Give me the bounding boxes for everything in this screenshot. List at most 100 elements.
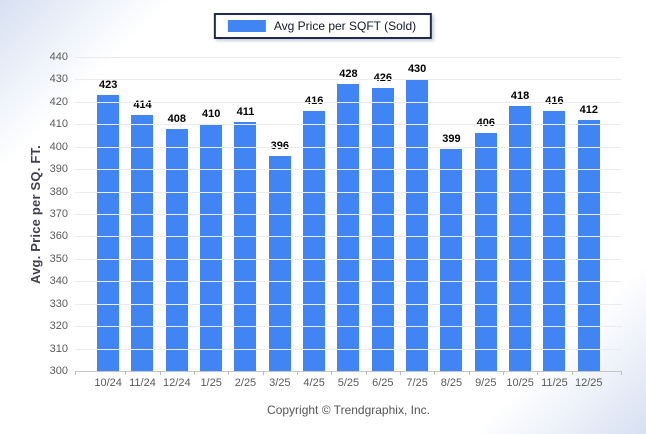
bar-slot: 412 (572, 57, 606, 371)
bar-value-label: 399 (442, 132, 461, 145)
bar-slot: 418 (503, 57, 537, 371)
x-tick-label: 3/25 (269, 377, 291, 389)
x-axis-tick (468, 371, 470, 375)
x-tick-label: 12/25 (574, 377, 603, 389)
x-tick-label: 7/25 (406, 377, 428, 389)
gridline (75, 191, 622, 193)
y-tick-label: 420 (49, 95, 68, 108)
y-tick-label: 310 (49, 342, 68, 355)
bar (474, 133, 497, 371)
y-tick-label: 400 (49, 140, 68, 153)
gridline (75, 101, 622, 103)
legend-swatch-icon (227, 20, 266, 32)
bar (577, 119, 600, 371)
bar-slot: 428 (331, 57, 365, 371)
bar-value-label: 396 (270, 139, 289, 152)
y-tick-label: 390 (49, 163, 68, 176)
gridline (75, 124, 622, 126)
legend-label: Avg Price per SQFT (Sold) (273, 19, 417, 33)
gridline (75, 348, 622, 350)
bar-slot: 408 (160, 57, 194, 371)
bar-slot: 410 (194, 57, 228, 371)
y-tick-label: 340 (49, 275, 68, 288)
bar (509, 106, 532, 371)
bar-slot: 423 (91, 57, 125, 371)
bar-slot: 396 (263, 57, 297, 371)
bar (543, 110, 566, 371)
x-axis-tick (262, 371, 264, 375)
x-tick-label: 11/25 (541, 377, 568, 389)
gridline (75, 258, 622, 260)
x-tick-label: 4/25 (303, 377, 325, 389)
gridline (75, 57, 622, 58)
bar-slot: 416 (297, 57, 331, 371)
gridline (75, 303, 622, 305)
x-axis-tick (365, 371, 367, 375)
bar-value-label: 416 (304, 94, 324, 107)
x-axis-tick (297, 371, 298, 375)
y-tick-label: 330 (49, 297, 68, 310)
y-tick-label: 440 (49, 51, 68, 63)
bar-value-label: 411 (236, 106, 255, 119)
x-axis-tick (434, 371, 436, 375)
bar-value-label: 428 (339, 67, 358, 80)
plot-area: 423 414 408 410 411 396 416 428 426 430 399 406 418 4… (50, 51, 622, 389)
bar (303, 110, 326, 371)
bar (268, 155, 291, 371)
bar-slot: 430 (400, 57, 434, 371)
bar-value-label: 430 (407, 63, 427, 76)
bar-slot: 416 (537, 57, 571, 371)
bar-slot: 411 (228, 57, 262, 371)
x-axis-tick (125, 371, 127, 375)
gridline (75, 79, 622, 81)
y-tick-label: 320 (49, 320, 68, 333)
bar (97, 95, 120, 371)
x-axis-tick (571, 371, 573, 375)
bar (337, 83, 360, 371)
x-tick-label: 8/25 (440, 377, 463, 389)
x-axis-tick (75, 371, 76, 375)
x-tick-label: 1/25 (200, 377, 222, 389)
x-axis-tick (194, 371, 195, 375)
bar-slot: 426 (366, 57, 400, 371)
x-tick-label: 6/25 (372, 377, 394, 389)
x-axis-labels: 10/24 11/24 12/24 1/25 2/25 3/25 4/25 5/25 6/25 7… (75, 377, 622, 389)
bar-value-label: 426 (373, 72, 392, 85)
bars-container: 423 414 408 410 411 396 416 428 426 430 399 406 418 4… (75, 57, 622, 371)
legend: Avg Price per SQFT (Sold) (213, 13, 433, 39)
copyright-text: Copyright © Trendgraphix, Inc. (267, 403, 430, 417)
bar (200, 124, 223, 371)
x-axis-tick (331, 371, 333, 375)
y-tick-label: 300 (49, 365, 68, 377)
y-tick-label: 430 (49, 73, 68, 86)
gridline (75, 281, 622, 283)
bar-value-label: 408 (167, 112, 186, 125)
x-tick-label: 2/25 (234, 377, 257, 389)
bar-slot: 406 (469, 57, 503, 371)
bar-value-label: 418 (510, 90, 530, 103)
bar (234, 122, 257, 371)
gridline (75, 169, 622, 171)
bar (131, 115, 154, 371)
x-axis-tick (228, 371, 230, 375)
gridline (75, 146, 622, 148)
bar (371, 88, 394, 371)
x-axis-tick (400, 371, 401, 375)
gridline (75, 236, 622, 238)
x-tick-label: 10/24 (94, 377, 122, 389)
x-axis-tick (503, 371, 504, 375)
y-tick-label: 410 (49, 118, 68, 131)
x-axis-tick (621, 371, 622, 375)
bar-value-label: 410 (201, 108, 221, 121)
x-tick-label: 9/25 (475, 377, 497, 389)
y-tick-label: 370 (49, 208, 68, 220)
x-tick-label: 10/25 (506, 377, 534, 389)
x-tick-label: 5/25 (337, 377, 360, 389)
x-tick-label: 11/24 (129, 377, 156, 389)
bar-value-label: 412 (579, 103, 598, 116)
y-tick-label: 350 (49, 252, 68, 265)
y-tick-label: 380 (49, 185, 68, 198)
bar-value-label: 416 (545, 94, 564, 107)
y-tick-label: 360 (49, 230, 68, 243)
